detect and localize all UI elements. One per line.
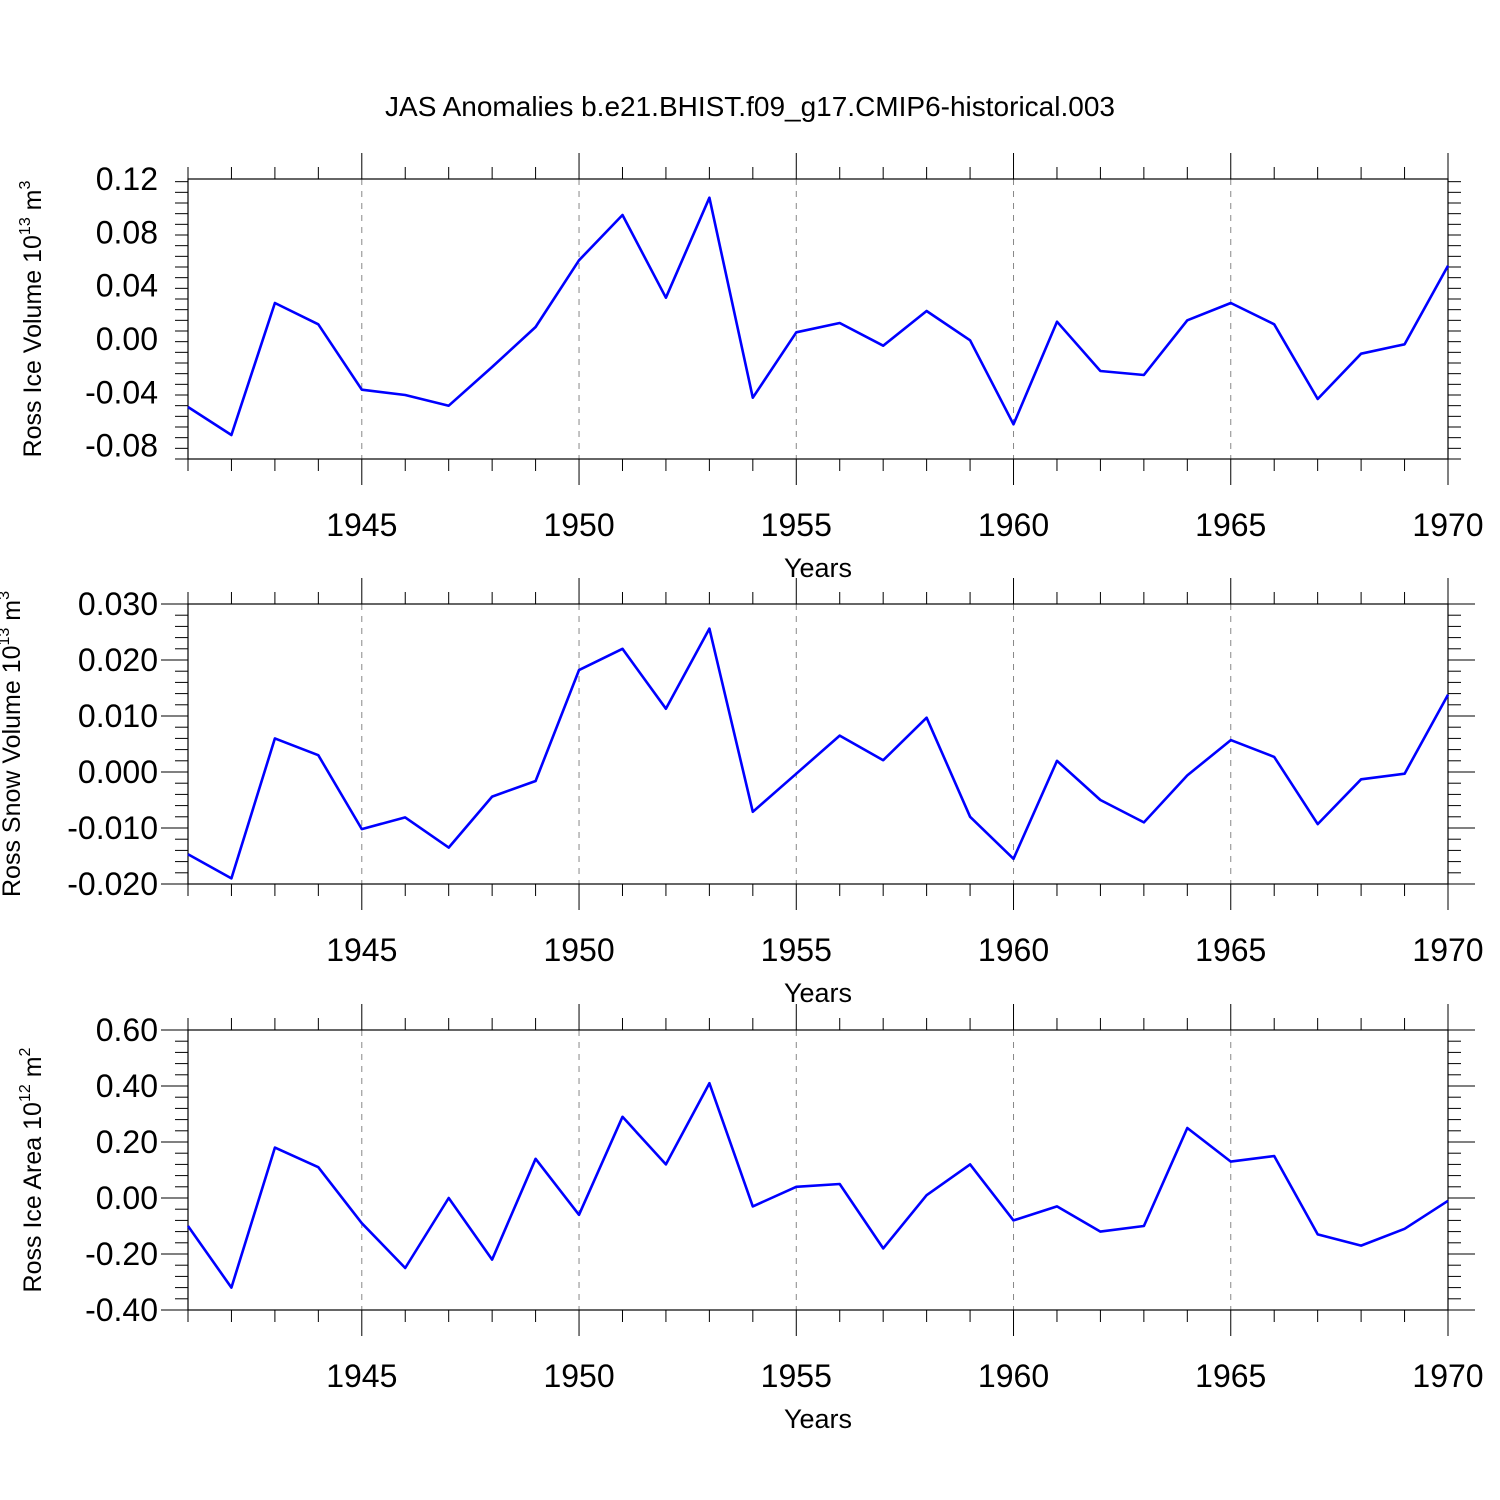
series-line xyxy=(187,627,1450,880)
y-tick-label: -0.20 xyxy=(85,1236,158,1272)
x-tick-label: 1950 xyxy=(543,1358,614,1394)
chart-title: JAS Anomalies b.e21.BHIST.f09_g17.CMIP6-… xyxy=(385,91,1115,122)
plot-frame xyxy=(187,1029,1449,1311)
y-axis-label: Ross Snow Volume 1013 m3 xyxy=(0,591,26,897)
y-tick-label: 0.40 xyxy=(96,1068,158,1104)
y-tick-label: 0.20 xyxy=(96,1124,158,1160)
chart-panel-2: -0.020 -0.010 0.000 0.010 0.020 0.030 1945 1950… xyxy=(0,578,1484,1008)
x-axis-label: Years xyxy=(784,1404,852,1434)
x-tick-label: 1955 xyxy=(761,932,832,968)
x-tick-label: 1950 xyxy=(543,507,614,543)
y-axis-label: Ross Ice Area 1012 m2 xyxy=(17,1047,47,1292)
x-axis-label: Years xyxy=(784,553,852,583)
x-tick-label: 1945 xyxy=(326,932,397,968)
series-line xyxy=(186,1081,1449,1289)
y-tick-label: 0.000 xyxy=(78,754,158,790)
x-axis-label: Years xyxy=(784,978,852,1008)
y-axis-label: Ross Ice Volume 1013 m3 xyxy=(17,180,47,457)
series-line xyxy=(187,196,1450,437)
x-tick-label: 1965 xyxy=(1195,932,1266,968)
y-tick-label: -0.04 xyxy=(85,374,158,410)
plot-frame xyxy=(187,603,1449,885)
x-tick-label: 1965 xyxy=(1195,1358,1266,1394)
chart-panel-1: -0.08 -0.04 0.00 0.04 0.08 0.12 1945 1950 1955 19… xyxy=(17,153,1484,583)
y-tick-label: 0.030 xyxy=(78,586,158,622)
chart-panel-3: -0.40 -0.20 0.00 0.20 0.40 0.60 1945 1950 1955 19… xyxy=(17,1004,1484,1434)
x-tick-label: 1950 xyxy=(543,932,614,968)
x-tick-label: 1960 xyxy=(978,1358,1049,1394)
y-tick-label: 0.020 xyxy=(78,642,158,678)
x-tick-label: 1960 xyxy=(978,507,1049,543)
x-tick-label: 1960 xyxy=(978,932,1049,968)
y-tick-label: 0.08 xyxy=(96,214,158,250)
x-tick-label: 1970 xyxy=(1412,1358,1483,1394)
x-tick-label: 1945 xyxy=(326,507,397,543)
y-tick-label: -0.010 xyxy=(67,810,158,846)
x-tick-label: 1945 xyxy=(326,1358,397,1394)
x-tick-label: 1955 xyxy=(761,1358,832,1394)
y-tick-label: 0.00 xyxy=(96,1180,158,1216)
y-tick-label: 0.04 xyxy=(96,268,158,304)
y-tick-label: -0.020 xyxy=(67,866,158,902)
plot-frame xyxy=(187,178,1449,460)
y-tick-label: -0.40 xyxy=(85,1292,158,1328)
y-tick-label: 0.010 xyxy=(78,698,158,734)
x-tick-label: 1970 xyxy=(1412,932,1483,968)
x-tick-label: 1965 xyxy=(1195,507,1266,543)
x-tick-label: 1970 xyxy=(1412,507,1483,543)
y-tick-label: 0.00 xyxy=(96,321,158,357)
y-tick-label: -0.08 xyxy=(85,428,158,464)
y-tick-label: 0.60 xyxy=(96,1012,158,1048)
x-tick-label: 1955 xyxy=(761,507,832,543)
y-tick-label: 0.12 xyxy=(96,161,158,197)
